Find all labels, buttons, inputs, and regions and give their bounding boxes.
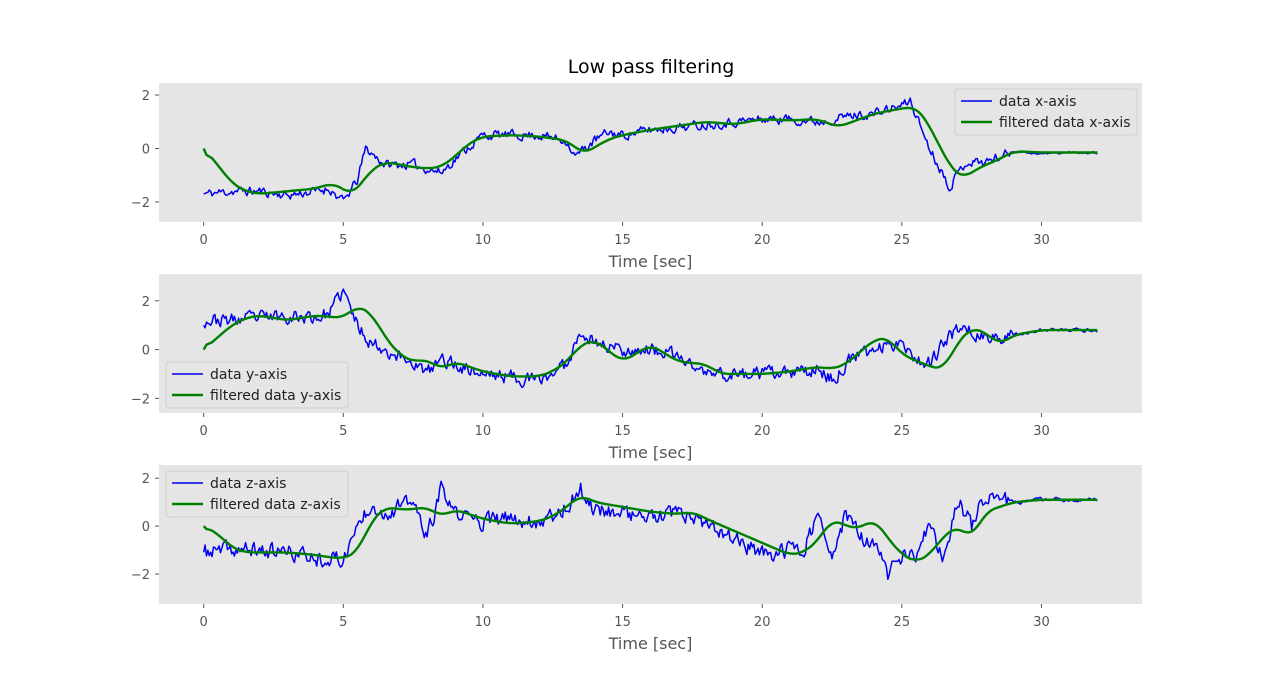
x-axis-label: Time [sec] <box>608 634 693 653</box>
x-tick-label: 20 <box>754 615 771 630</box>
y-tick-label: 2 <box>142 295 150 310</box>
legend-label: filtered data x-axis <box>999 115 1131 131</box>
subplot-1: 0 5 10 15 20 25 30 −2 0 2 Time [sec] data x-axis fil… <box>131 83 1142 271</box>
x-tick-label: 20 <box>754 233 771 248</box>
x-tick-label: 30 <box>1033 424 1050 439</box>
y-tick-label: 2 <box>142 89 150 104</box>
x-axis-label: Time [sec] <box>608 443 693 462</box>
x-tick-label: 0 <box>200 424 208 439</box>
x-tick-label: 5 <box>339 615 347 630</box>
legend-label: filtered data y-axis <box>210 388 341 404</box>
legend-box <box>165 361 349 409</box>
series-line-data <box>203 288 1098 389</box>
x-tick-label: 15 <box>614 615 631 630</box>
y-tick-label: 2 <box>142 472 150 487</box>
y-tick-label: 0 <box>142 344 150 359</box>
x-tick-label: 5 <box>339 233 347 248</box>
series-line-data <box>202 480 1098 581</box>
legend: data z-axis filtered data z-axis <box>165 470 349 518</box>
x-tick-label: 10 <box>475 615 492 630</box>
figure-title: Low pass filtering <box>568 56 735 78</box>
y-tick-label: −2 <box>131 196 150 211</box>
x-tick-label: 0 <box>200 615 208 630</box>
y-tick-label: −2 <box>131 568 150 583</box>
subplot-3: 0 5 10 15 20 25 30 −2 0 2 Time [sec] data z-axis fil… <box>131 465 1142 653</box>
legend-box <box>954 88 1138 136</box>
x-tick-label: 0 <box>200 233 208 248</box>
x-tick-label: 5 <box>339 424 347 439</box>
legend-label: data z-axis <box>210 476 286 492</box>
x-tick-label: 20 <box>754 424 771 439</box>
legend-label: data y-axis <box>210 367 287 383</box>
legend: data y-axis filtered data y-axis <box>165 361 349 409</box>
x-tick-label: 30 <box>1033 233 1050 248</box>
x-tick-label: 25 <box>894 233 911 248</box>
x-tick-label: 15 <box>614 424 631 439</box>
x-tick-label: 10 <box>475 424 492 439</box>
x-tick-label: 15 <box>614 233 631 248</box>
x-axis-label: Time [sec] <box>608 252 693 271</box>
y-tick-label: −2 <box>131 392 150 407</box>
x-tick-label: 30 <box>1033 615 1050 630</box>
legend-box <box>165 470 349 518</box>
legend-label: data x-axis <box>999 94 1076 110</box>
series-line-filtered <box>202 496 1098 561</box>
legend: data x-axis filtered data x-axis <box>954 88 1138 136</box>
y-tick-label: 0 <box>142 520 150 535</box>
y-tick-label: 0 <box>142 142 150 157</box>
x-tick-label: 25 <box>894 424 911 439</box>
x-tick-label: 25 <box>894 615 911 630</box>
series-line-data <box>203 97 1098 200</box>
subplot-2: 0 5 10 15 20 25 30 −2 0 2 Time [sec] data y-axis fil… <box>131 274 1142 462</box>
series-line-filtered <box>202 307 1098 378</box>
x-tick-label: 10 <box>475 233 492 248</box>
series-line-filtered <box>202 106 1098 195</box>
legend-label: filtered data z-axis <box>210 497 341 513</box>
